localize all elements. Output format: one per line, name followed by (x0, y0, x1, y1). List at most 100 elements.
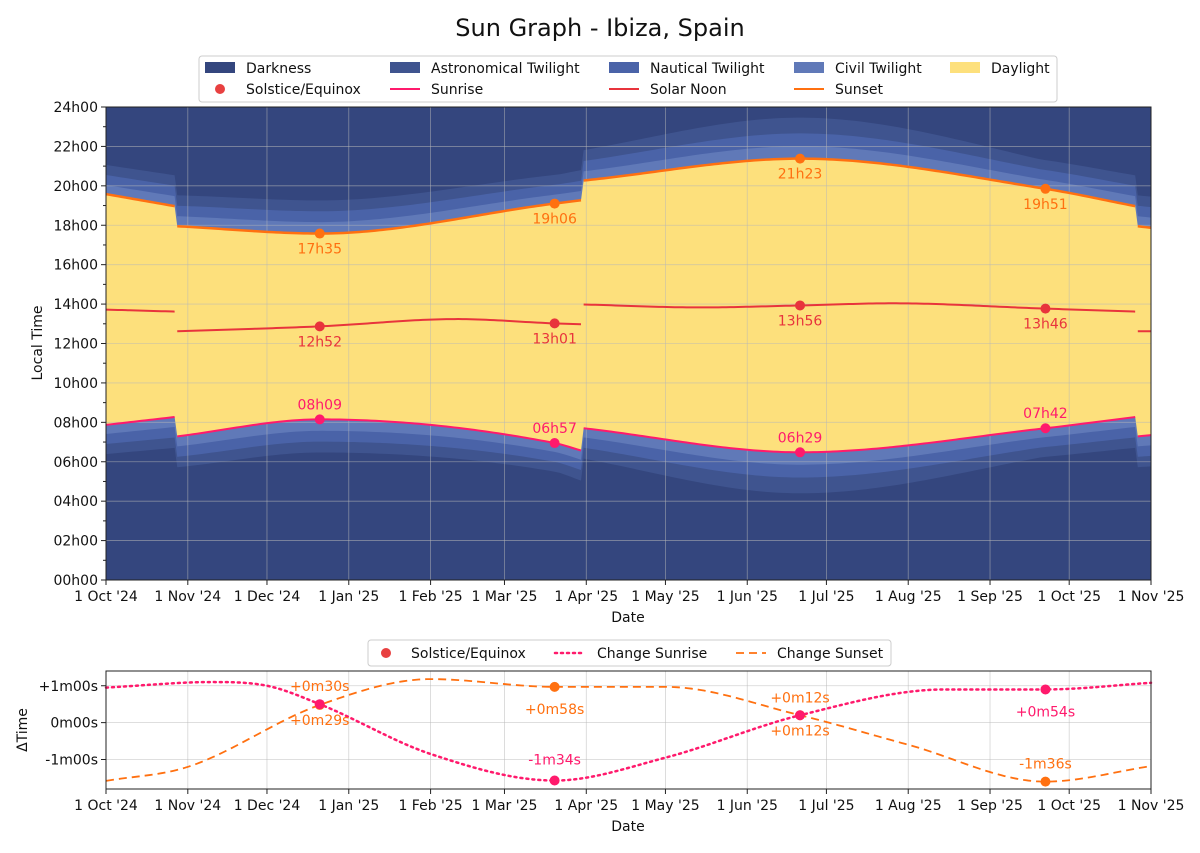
legend-swatch-civil (794, 62, 824, 73)
main-y-tick-label: 14h00 (53, 297, 98, 313)
main-y-axis-label: Local Time (30, 306, 46, 381)
legend-label-civil: Civil Twilight (835, 61, 922, 77)
main-x-tick-label: 1 Mar '25 (472, 589, 538, 605)
legend-label-darkness: Darkness (246, 61, 311, 77)
main-x-tick-label: 1 Jul '25 (798, 589, 854, 605)
change-y-axis-label: ΔTime (15, 708, 31, 752)
sunset-event-label: 19h51 (1023, 197, 1068, 213)
main-y-ticks: 00h00 02h00 04h00 06h00 08h00 10h00 12h00 14h00… (53, 100, 106, 589)
legend-label-noon: Solar Noon (650, 82, 727, 98)
sunrise-event-marker (314, 414, 325, 425)
change-sunset-label: +0m12s (770, 723, 829, 739)
main-y-tick-label: 12h00 (53, 337, 98, 353)
change-legend: Solstice/Equinox Change Sunrise Change S… (367, 639, 892, 667)
noon-event-marker (314, 321, 325, 332)
change-x-ticks: 1 Oct '24 1 Nov '24 1 Dec '24 1 Jan '25 1 Fe… (74, 789, 1184, 814)
change-x-tick-label: 1 Nov '25 (1118, 798, 1185, 814)
change-plot-frame (105, 670, 1152, 790)
main-x-tick-label: 1 Sep '25 (957, 589, 1023, 605)
change-sunrise-marker (1040, 684, 1051, 695)
change-x-tick-label: 1 Dec '24 (234, 798, 301, 814)
change-x-tick-label: 1 Apr '25 (554, 798, 618, 814)
legend-label-sunset: Sunset (835, 82, 884, 98)
sunrise-event-label: 07h42 (1023, 406, 1068, 422)
legend-label-solstice: Solstice/Equinox (246, 82, 361, 98)
main-x-tick-label: 1 May '25 (631, 589, 699, 605)
change-sunset-label: +0m29s (290, 713, 349, 729)
noon-event-marker (1040, 303, 1051, 314)
legend-label-astronomical: Astronomical Twilight (431, 61, 580, 77)
solar-noon-line (105, 302, 1151, 333)
change-plot: +0m30s +0m29s -1m34s +0m58s +0m12s +0m12s +0m5… (15, 670, 1184, 835)
main-y-tick-label: 02h00 (53, 534, 98, 550)
noon-event-label: 13h46 (1023, 317, 1068, 333)
main-x-tick-label: 1 Nov '24 (154, 589, 221, 605)
main-y-tick-label: 18h00 (53, 218, 98, 234)
change-x-tick-label: 1 Jul '25 (798, 798, 854, 814)
change-x-tick-label: 1 Sep '25 (957, 798, 1023, 814)
main-x-tick-label: 1 Oct '24 (74, 589, 138, 605)
main-x-tick-label: 1 Dec '24 (234, 589, 301, 605)
noon-event-label: 13h01 (532, 331, 577, 347)
sunset-line (105, 157, 1152, 235)
noon-event-marker (549, 318, 560, 329)
main-event-markers: 08h09 12h52 17h35 06h57 13h01 19h06 06h29 13h56… (297, 153, 1068, 458)
change-x-tick-label: 1 Jun '25 (717, 798, 778, 814)
main-x-tick-label: 1 Aug '25 (875, 589, 942, 605)
sunrise-event-label: 06h29 (778, 430, 823, 446)
change-x-tick-label: 1 Mar '25 (472, 798, 538, 814)
legend-label-daylight: Daylight (991, 61, 1050, 77)
change-y-ticks: -1m00s 0m00s +1m00s (39, 679, 106, 769)
main-x-ticks: 1 Oct '24 1 Nov '24 1 Dec '24 1 Jan '25 1 Fe… (74, 580, 1184, 605)
noon-event-label: 13h56 (778, 313, 823, 329)
legend-label-solstice-bottom: Solstice/Equinox (411, 646, 526, 662)
change-sunset-line (105, 678, 1152, 783)
main-legend: Darkness Astronomical Twilight Nautical … (198, 55, 1058, 103)
change-event-markers: +0m30s +0m29s -1m34s +0m58s +0m12s +0m12s +0m5… (290, 679, 1075, 787)
change-y-tick-label: +1m00s (39, 679, 98, 695)
main-y-tick-label: 00h00 (53, 573, 98, 589)
legend-label-sunrise: Sunrise (431, 82, 483, 98)
change-x-tick-label: 1 Jan '25 (318, 798, 379, 814)
legend-marker-solstice (215, 84, 225, 94)
sunrise-event-marker (549, 438, 560, 449)
change-x-tick-label: 1 Aug '25 (875, 798, 942, 814)
change-sunrise-marker (795, 710, 806, 721)
change-y-tick-label: 0m00s (50, 716, 98, 732)
main-plot: 08h09 12h52 17h35 06h57 13h01 19h06 06h29 13h56… (30, 100, 1184, 626)
legend-swatch-daylight (950, 62, 980, 73)
change-x-tick-label: 1 Oct '24 (74, 798, 138, 814)
legend-label-nautical: Nautical Twilight (650, 61, 765, 77)
main-x-axis-label: Date (611, 610, 644, 626)
main-y-tick-label: 04h00 (53, 494, 98, 510)
sunrise-line (105, 416, 1152, 454)
sunset-event-marker (795, 153, 806, 164)
change-sunrise-line (104, 680, 1153, 782)
main-x-tick-label: 1 Apr '25 (554, 589, 618, 605)
change-sunrise-label: -1m34s (528, 753, 581, 769)
change-sunrise-marker (314, 699, 325, 710)
legend-swatch-darkness (205, 62, 235, 73)
change-x-tick-label: 1 Nov '24 (154, 798, 221, 814)
change-sunset-marker (549, 681, 560, 692)
change-legend-box (367, 639, 892, 667)
main-y-tick-label: 24h00 (53, 100, 98, 116)
legend-label-change-sunrise: Change Sunrise (597, 646, 707, 662)
main-x-tick-label: 1 Jun '25 (717, 589, 778, 605)
sunset-event-marker (314, 228, 325, 239)
main-y-tick-label: 06h00 (53, 455, 98, 471)
main-y-tick-label: 16h00 (53, 258, 98, 274)
sunset-event-marker (549, 198, 560, 209)
main-y-tick-label: 08h00 (53, 415, 98, 431)
change-sunset-label: +0m58s (525, 702, 584, 718)
main-y-tick-label: 10h00 (53, 376, 98, 392)
main-y-tick-label: 22h00 (53, 139, 98, 155)
main-x-tick-label: 1 Nov '25 (1118, 589, 1185, 605)
change-sunrise-label: +0m12s (770, 690, 829, 706)
main-x-tick-label: 1 Feb '25 (398, 589, 462, 605)
chart-title: Sun Graph - Ibiza, Spain (455, 14, 744, 42)
change-x-tick-label: 1 May '25 (631, 798, 699, 814)
sunrise-event-label: 06h57 (532, 421, 577, 437)
sunset-event-label: 21h23 (778, 167, 823, 183)
